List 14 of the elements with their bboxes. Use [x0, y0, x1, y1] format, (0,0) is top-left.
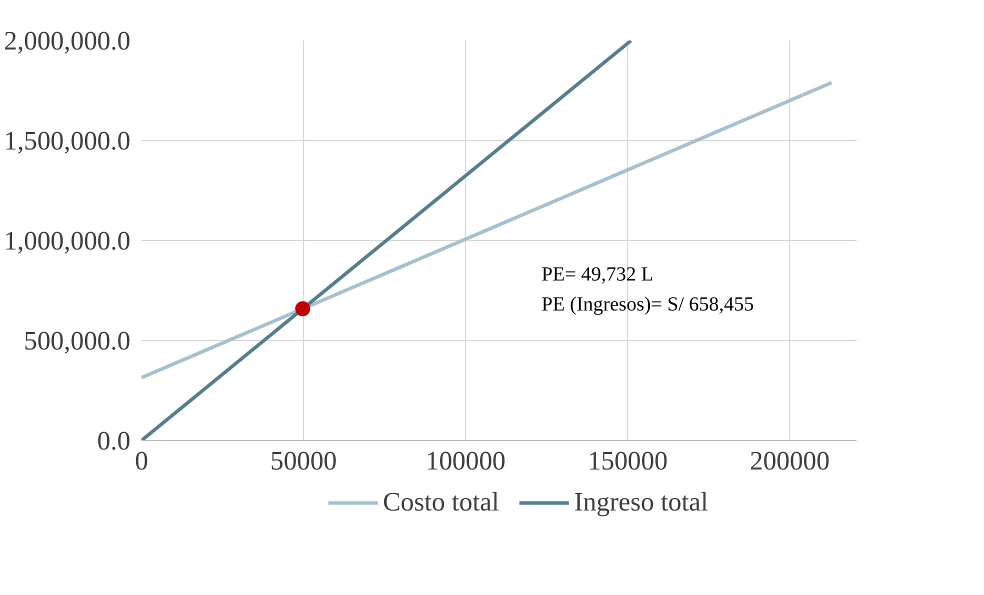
y-tick-label: 1,000,000.0: [4, 226, 131, 256]
legend-label: Costo total: [382, 486, 500, 518]
x-tick-label: 0: [134, 446, 148, 476]
annotation: PE= 49,732 L: [542, 264, 654, 286]
x-tick-label: 50000: [270, 446, 337, 476]
x-tick-label: 100000: [426, 446, 506, 476]
y-tick-label: 1,500,000.0: [4, 126, 131, 156]
y-tick-label: 500,000.0: [24, 326, 130, 356]
legend-label: Ingreso total: [574, 486, 708, 518]
y-tick-label: 0.0: [97, 426, 131, 456]
y-tick-label: 2,000,000.0: [4, 26, 131, 56]
x-tick-label: 200000: [750, 446, 830, 476]
x-tick-label: 150000: [588, 446, 668, 476]
annotation: PE (Ingresos)= S/ 658,455: [542, 294, 754, 316]
